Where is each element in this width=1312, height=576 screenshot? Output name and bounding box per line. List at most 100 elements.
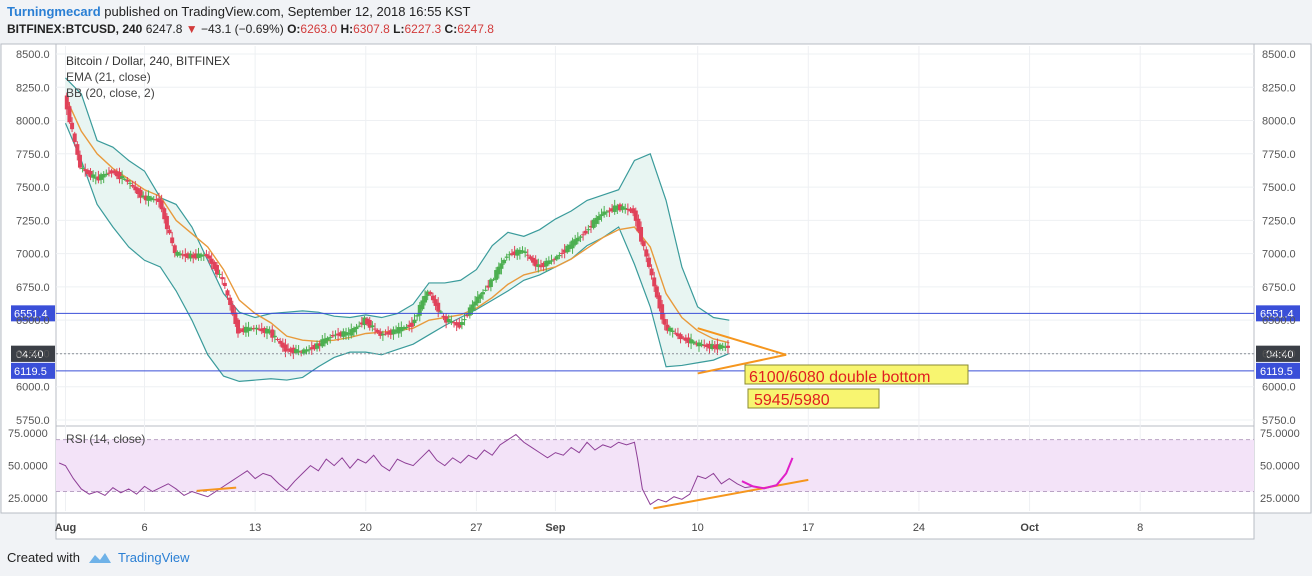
candle-body [201,255,206,257]
candle-body [620,206,625,210]
candle-body [391,329,396,335]
candle-body [249,328,254,330]
price-tick-label-left: 7250.0 [16,215,50,227]
candle-body [554,256,559,260]
candle-body [407,324,412,327]
candle-body [660,304,665,320]
candle-body [220,277,225,280]
author-link[interactable]: Turningmecard [7,4,101,19]
candle-body [109,170,114,174]
time-tick-label: Aug [55,522,76,534]
candle-body [536,264,541,267]
time-tick-label: 6 [141,522,147,534]
candle-body [117,172,122,180]
candle-body [565,245,570,253]
candle-body [591,219,596,228]
candle-body [293,349,298,353]
candle-body [686,337,691,343]
candle-body [712,345,717,349]
candle-body [657,295,662,309]
candle-body [77,154,82,168]
candle-body [88,170,93,178]
candle-body [596,216,601,221]
candle-body [125,179,130,182]
annotation-target[interactable]: 5945/5980 [747,388,880,409]
candle-body [588,225,593,228]
price-tick-label-left: 6250.0 [16,348,50,360]
candle-body [446,318,451,323]
candle-body [409,322,414,327]
candle-body [696,342,701,347]
candle-body [370,325,375,328]
candle-body [304,349,309,352]
time-tick-label: 17 [802,522,814,534]
candle-body [436,302,441,312]
candle-body [586,229,591,231]
candle-body [354,326,359,330]
candle-body [207,255,212,259]
time-tick-label: 20 [360,522,372,534]
candle-body [70,122,75,130]
price-tick-label-left: 6000.0 [16,382,50,394]
candle-body [473,301,478,306]
annotation-double-bottom[interactable]: 6100/6080 double bottom [744,364,969,386]
candle-body [430,295,435,301]
symbol-label: BITFINEX:BTCUSD, 240 [7,22,143,36]
candle-body [309,347,314,350]
candle-body [562,249,567,253]
rsi-legend: RSI (14, close) [66,432,145,446]
candle-body [301,349,306,354]
candle-body [143,195,148,201]
candle-body [243,326,248,333]
candle-body [552,259,557,261]
candle-body [499,263,504,269]
candle-body [299,351,304,353]
price-tick-label-right: 6250.0 [1262,348,1296,360]
candle-body [509,253,514,255]
candle-body [85,170,90,175]
candle-body [452,322,457,324]
candle-body [449,321,454,323]
candle-body [459,322,464,325]
price-tick-label-left: 8500.0 [16,49,50,61]
low-value: 6227.3 [404,22,442,36]
candle-body [112,170,117,174]
candle-body [230,305,235,315]
last-price: 6247.8 [145,22,183,36]
candle-body [325,337,330,341]
price-level-label-right: 6551.4 [1260,308,1294,320]
candle-body [557,255,562,257]
candle-body [615,205,620,210]
candle-body [267,330,272,334]
candle-body [646,257,651,267]
candle-body [496,266,501,275]
rsi-tick-label-right: 75.0000 [1260,428,1300,440]
rsi-tick-label-left: 50.0000 [8,461,48,473]
candle-body [681,337,686,339]
candle-body [694,343,699,345]
time-tick-label: 10 [692,522,704,534]
candle-body [333,334,338,336]
candle-body [359,322,364,325]
candle-body [164,216,169,230]
ema-legend: EMA (21, close) [66,70,151,84]
candle-body [288,348,293,352]
candle-body [135,188,140,195]
candle-body [75,144,80,155]
candle-body [404,326,409,328]
candle-body [494,270,499,280]
rsi-projection-curve [741,457,794,490]
candle-body [317,343,322,346]
candle-body [457,322,462,328]
candle-body [349,329,354,336]
candle-body [644,249,649,257]
candle-body [533,259,538,267]
candle-body [388,330,393,335]
countdown-label-left: 04:40 [16,349,44,361]
candle-body [515,249,520,256]
low-label: L: [393,22,405,36]
tradingview-link[interactable]: TradingView [117,550,190,565]
candle-body [636,218,641,232]
candle-body [662,318,667,325]
